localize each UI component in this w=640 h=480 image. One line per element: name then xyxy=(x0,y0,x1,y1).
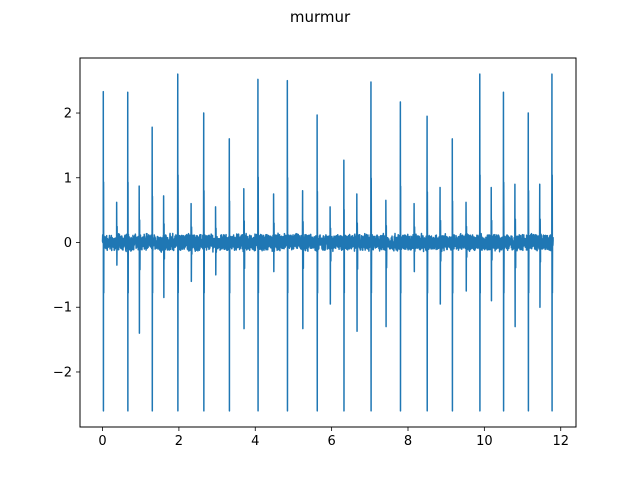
y-tick-label: −2 xyxy=(53,365,72,380)
x-tick-label: 8 xyxy=(404,434,412,449)
y-axis: −2 −1 0 1 2 xyxy=(53,107,80,380)
x-tick-label: 0 xyxy=(98,434,106,449)
axes-frame xyxy=(79,57,577,428)
series-line xyxy=(101,73,554,412)
x-tick-label: 10 xyxy=(476,434,493,449)
x-tick-label: 2 xyxy=(175,434,183,449)
y-tick-label: 1 xyxy=(64,171,72,186)
y-tick-label: −1 xyxy=(53,301,72,316)
plot-area xyxy=(101,73,554,412)
y-tick-label: 0 xyxy=(64,236,72,251)
x-tick-label: 4 xyxy=(251,434,259,449)
x-tick-label: 12 xyxy=(552,434,569,449)
chart-title: murmur xyxy=(290,8,351,26)
x-tick-label: 6 xyxy=(327,434,335,449)
x-axis: 0 2 4 6 8 10 12 xyxy=(98,427,569,449)
y-tick-label: 2 xyxy=(64,107,72,122)
